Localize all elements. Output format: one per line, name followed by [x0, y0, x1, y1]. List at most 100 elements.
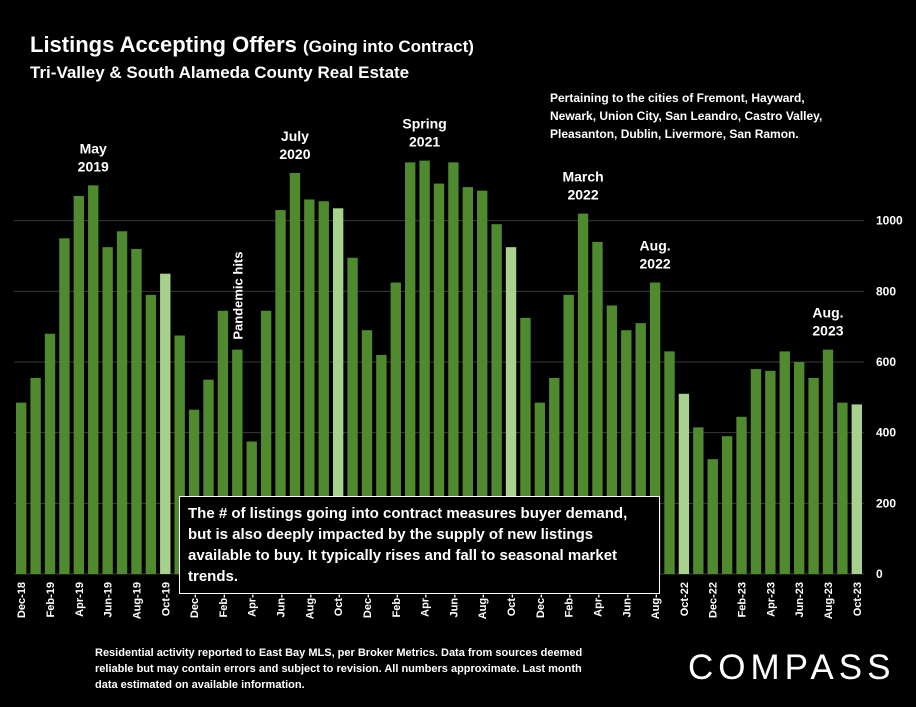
annotation-label: 2020	[279, 146, 310, 162]
bar	[88, 185, 99, 575]
bar	[174, 335, 185, 574]
bar	[116, 231, 128, 574]
x-tick-label: Jun-19	[103, 582, 115, 617]
bar	[693, 427, 704, 574]
bar	[520, 317, 531, 574]
bar	[808, 377, 819, 574]
y-tick-label: 600	[876, 355, 896, 369]
x-tick-label: Oct-19	[160, 582, 172, 616]
bar	[649, 282, 661, 574]
bar	[405, 162, 416, 574]
bar	[160, 273, 171, 574]
y-tick-label: 200	[876, 496, 896, 510]
bar	[332, 208, 344, 575]
title-suffix: (Going into Contract)	[303, 37, 474, 56]
bar	[102, 247, 113, 574]
bar	[606, 305, 618, 574]
bar	[347, 257, 358, 574]
x-tick-label: Dec-22	[708, 582, 720, 618]
bar	[736, 416, 747, 574]
bar	[203, 379, 214, 574]
annotation-label: May	[80, 140, 107, 156]
bar	[549, 377, 560, 574]
bar	[635, 323, 646, 574]
bar	[793, 362, 805, 574]
x-tick-label: Aug-23	[823, 582, 835, 619]
bar	[376, 354, 387, 574]
bar	[491, 224, 502, 574]
annotation-label: 2022	[567, 187, 598, 203]
x-tick-label: Apr-20	[247, 582, 259, 617]
y-tick-label: 800	[876, 284, 896, 298]
bar	[44, 333, 56, 574]
annotation-label: 2023	[812, 323, 843, 339]
annotation-label: 2019	[78, 158, 109, 174]
bar	[707, 459, 718, 574]
chart-title: Listings Accepting Offers (Going into Co…	[30, 32, 474, 58]
bar	[837, 402, 848, 574]
bar	[664, 351, 675, 574]
bar	[534, 402, 546, 574]
annotation-label: Aug.	[812, 305, 843, 321]
bar	[289, 172, 301, 574]
bar	[750, 369, 762, 574]
annotation-label: 2021	[409, 134, 440, 150]
annotation-label: July	[281, 128, 309, 144]
bar	[477, 190, 488, 574]
y-tick-label: 1000	[876, 214, 903, 228]
bar	[592, 241, 603, 574]
bar	[419, 160, 430, 574]
callout-box: The # of listings going into contract me…	[179, 496, 660, 594]
annotation-label: Spring	[402, 116, 446, 132]
bar	[563, 294, 574, 574]
bar	[260, 310, 272, 574]
bar	[188, 409, 200, 574]
bar	[577, 213, 589, 574]
cities-note: Pertaining to the cities of Fremont, Hay…	[550, 91, 823, 141]
bar	[851, 404, 862, 574]
chart-subtitle: Tri-Valley & South Alameda County Real E…	[30, 63, 410, 82]
bar	[448, 162, 459, 574]
bar	[505, 247, 517, 574]
bar	[765, 370, 776, 574]
y-tick-label: 400	[876, 426, 896, 440]
bar	[318, 201, 329, 574]
x-tick-label: Oct-23	[852, 582, 864, 616]
bar	[275, 210, 286, 575]
bar	[304, 199, 315, 574]
y-tick-label: 0	[876, 567, 883, 581]
bar	[390, 282, 401, 574]
x-tick-label: Feb-23	[737, 582, 749, 617]
x-tick-label: Apr-23	[765, 582, 777, 617]
bar	[721, 436, 733, 574]
bar	[433, 183, 445, 575]
bar	[621, 330, 632, 574]
x-tick-label: Dec-18	[16, 582, 28, 618]
annotation-label: Pandemic hits	[230, 251, 245, 339]
bar	[73, 195, 85, 574]
bar	[232, 349, 243, 574]
x-tick-label: Feb-19	[45, 582, 57, 617]
footnote: Residential activity reported to East Ba…	[95, 647, 583, 691]
bar	[217, 310, 229, 574]
x-tick-label: Aug-19	[131, 582, 143, 619]
bar	[462, 187, 473, 574]
annotation-label: Aug.	[640, 238, 671, 254]
bar	[59, 238, 70, 575]
annotation-label: 2022	[640, 256, 671, 272]
bar	[16, 402, 27, 574]
x-tick-label: Jun-23	[794, 582, 806, 617]
bar	[131, 248, 142, 574]
bar	[678, 393, 690, 574]
compass-logo: COMPASS	[688, 648, 896, 687]
x-tick-label: Apr-19	[74, 582, 86, 617]
bar	[779, 351, 790, 574]
bar	[822, 349, 834, 574]
title-main: Listings Accepting Offers	[30, 32, 297, 57]
bar	[145, 294, 157, 574]
bar	[30, 377, 41, 574]
x-tick-label: Oct-22	[679, 582, 691, 616]
bar	[361, 330, 373, 574]
annotation-label: March	[562, 169, 603, 185]
